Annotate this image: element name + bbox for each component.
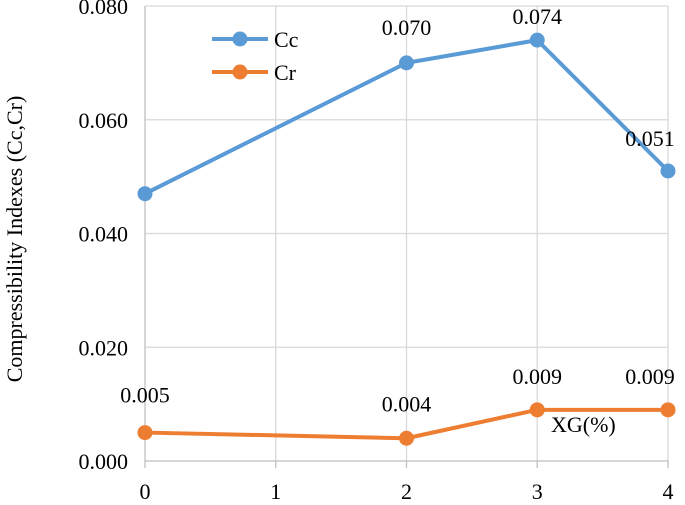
y-tick-label: 0.040 xyxy=(79,222,129,247)
data-label-cr: 0.009 xyxy=(513,364,563,389)
data-point-cc xyxy=(137,186,153,202)
data-label-cc: 0.051 xyxy=(625,126,675,151)
data-point-cc xyxy=(660,163,676,179)
series-group xyxy=(137,32,676,446)
series-line-cr xyxy=(143,407,670,441)
y-tick-label: 0.080 xyxy=(79,0,129,19)
data-label-cr: 0.009 xyxy=(625,364,675,389)
x-tick-label: 2 xyxy=(401,479,412,504)
legend-marker-cr xyxy=(232,64,248,80)
data-label-cr: 0.005 xyxy=(120,383,170,408)
legend-marker-cc xyxy=(232,31,248,47)
y-axis-title: Compressibility Indexes (Cc,Cr) xyxy=(2,96,27,383)
data-point-cr xyxy=(399,430,414,446)
data-point-cc xyxy=(399,55,414,71)
x-tick-label: 0 xyxy=(140,479,151,504)
data-label-cr: 0.004 xyxy=(382,391,432,416)
data-point-cr xyxy=(660,402,676,418)
data-labels: 0.070 0.074 0.051 0.005 0.004 0.009 0.009 xyxy=(120,4,675,416)
x-tick-label: 4 xyxy=(663,479,674,504)
legend-label-cc: Cc xyxy=(274,27,299,52)
gridlines xyxy=(145,5,669,461)
data-point-cc xyxy=(529,32,545,48)
data-point-cr xyxy=(529,402,545,418)
data-label-cc: 0.070 xyxy=(382,15,432,40)
x-tick-label: 3 xyxy=(532,479,543,504)
data-point-cr xyxy=(137,425,153,441)
y-tick-label: 0.020 xyxy=(79,335,129,360)
series-line-cc xyxy=(143,38,670,196)
x-axis-title: XG(%) xyxy=(551,412,616,437)
data-label-cc: 0.074 xyxy=(513,4,563,29)
x-tick-label: 1 xyxy=(270,479,281,504)
y-tick-label: 0.060 xyxy=(79,108,129,133)
legend-label-cr: Cr xyxy=(274,60,297,85)
y-tick-label: 0.000 xyxy=(79,449,129,474)
axes: 0.000 0.020 0.040 0.060 0.080 0 1 2 3 4 xyxy=(79,0,674,504)
legend: Cc Cr xyxy=(212,27,299,85)
